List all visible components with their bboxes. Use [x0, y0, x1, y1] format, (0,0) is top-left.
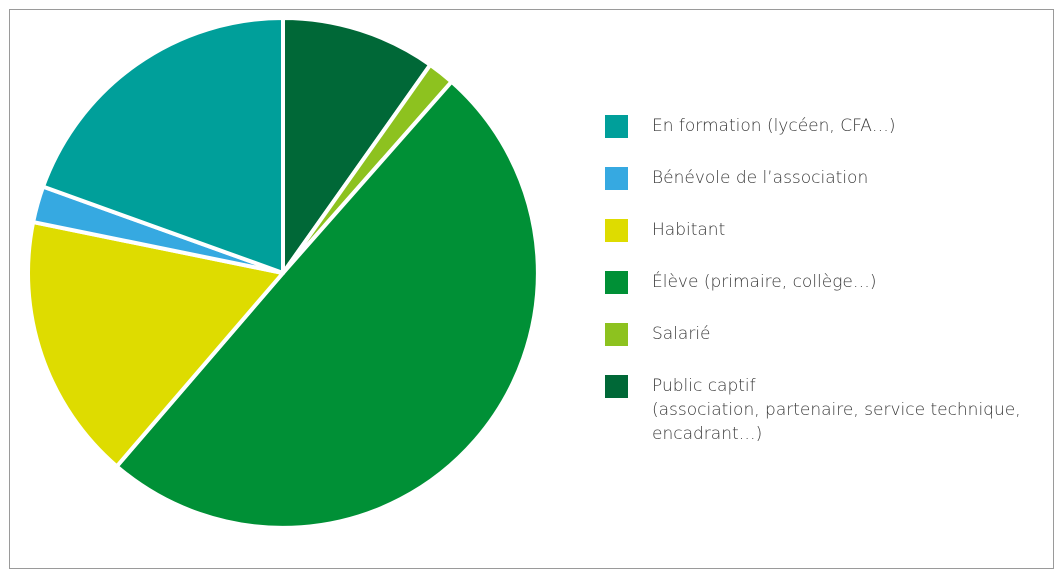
legend-item-habitant: Habitant	[605, 218, 725, 242]
legend-swatch	[605, 375, 628, 398]
legend-label: Habitant	[652, 220, 726, 240]
legend-item-salarie: Salarié	[605, 322, 711, 346]
legend-label: En formation (lycéen, CFA…)	[652, 116, 896, 136]
pie-slice	[26, 220, 285, 469]
legend-item-benevole: Bénévole de l’association	[605, 166, 868, 190]
legend-label: Élève (primaire, collège…)	[652, 272, 877, 292]
legend-label: Salarié	[652, 324, 711, 344]
legend-label: Public captif (association, partenaire, …	[652, 376, 1021, 444]
legend-label: Bénévole de l’association	[652, 168, 869, 188]
pie-slice	[281, 16, 433, 275]
pie-chart	[26, 16, 540, 530]
pie-slice	[41, 16, 285, 275]
legend-item-en-formation: En formation (lycéen, CFA…)	[605, 114, 896, 138]
legend-swatch	[605, 219, 628, 242]
legend-swatch	[605, 115, 628, 138]
legend-swatch	[605, 167, 628, 190]
legend-swatch	[605, 271, 628, 294]
legend-swatch	[605, 323, 628, 346]
legend-item-public-captif: Public captif (association, partenaire, …	[605, 374, 1021, 446]
pie-slice	[114, 79, 540, 530]
legend-item-eleve: Élève (primaire, collège…)	[605, 270, 877, 294]
